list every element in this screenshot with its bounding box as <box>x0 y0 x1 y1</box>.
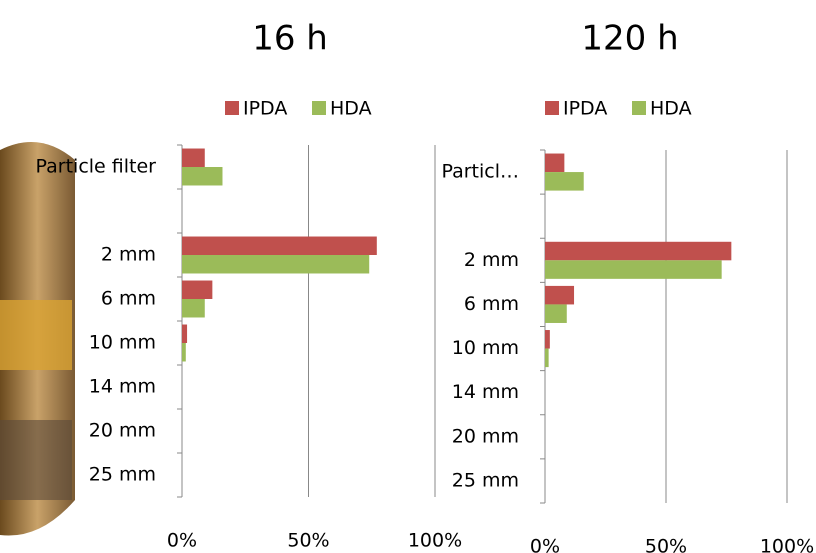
y-tick-label: 2 mm <box>464 249 519 271</box>
y-tick-label: 6 mm <box>101 288 156 310</box>
bar <box>182 167 222 185</box>
legend-swatch <box>632 101 646 115</box>
legend-label: IPDA <box>563 98 607 120</box>
filter-photo <box>0 142 75 536</box>
bar <box>182 255 369 273</box>
bar <box>545 349 549 368</box>
y-tick-label: 14 mm <box>89 376 156 398</box>
y-tick-label: 20 mm <box>452 425 519 447</box>
bar <box>545 172 584 191</box>
y-tick-label: 20 mm <box>89 420 156 442</box>
bar <box>182 343 186 361</box>
y-tick-label: 25 mm <box>452 469 519 491</box>
bar <box>182 281 212 299</box>
bar <box>182 325 187 343</box>
x-tick-label: 0% <box>167 530 197 552</box>
y-tick-label: 10 mm <box>452 337 519 359</box>
y-tick-label: Particle filter <box>36 156 157 178</box>
bar <box>545 242 731 261</box>
y-tick-label: 10 mm <box>89 332 156 354</box>
legend-label: HDA <box>650 98 692 120</box>
legend-label: IPDA <box>243 98 287 120</box>
bar <box>545 286 574 305</box>
x-tick-label: 0% <box>530 536 560 553</box>
y-tick-label: 2 mm <box>101 244 156 266</box>
y-tick-label: 14 mm <box>452 381 519 403</box>
bar <box>545 304 567 323</box>
legend-swatch <box>545 101 559 115</box>
x-tick-label: 100% <box>408 530 462 552</box>
y-tick-label: 6 mm <box>464 293 519 315</box>
bar <box>182 149 205 167</box>
chart: 16 h IPDA HDA 0% 50% 100% Particle filter 2 mm 6… <box>0 0 816 553</box>
bar <box>545 330 550 349</box>
x-tick-label: 100% <box>760 536 814 553</box>
x-tick-label: 50% <box>645 536 687 553</box>
bar <box>182 299 205 317</box>
chart-title: 16 h <box>252 19 328 59</box>
legend-swatch <box>225 101 239 115</box>
chart-title: 120 h <box>581 19 678 59</box>
legend-label: HDA <box>330 98 372 120</box>
y-tick-label: 25 mm <box>89 464 156 486</box>
y-tick-label: Particl… <box>441 161 519 183</box>
x-tick-label: 50% <box>287 530 329 552</box>
legend-swatch <box>312 101 326 115</box>
page: 16 h IPDA HDA 0% 50% 100% Particle filter 2 mm 6… <box>0 0 816 553</box>
bar <box>545 260 722 279</box>
bar <box>182 237 377 255</box>
bar <box>545 154 564 173</box>
